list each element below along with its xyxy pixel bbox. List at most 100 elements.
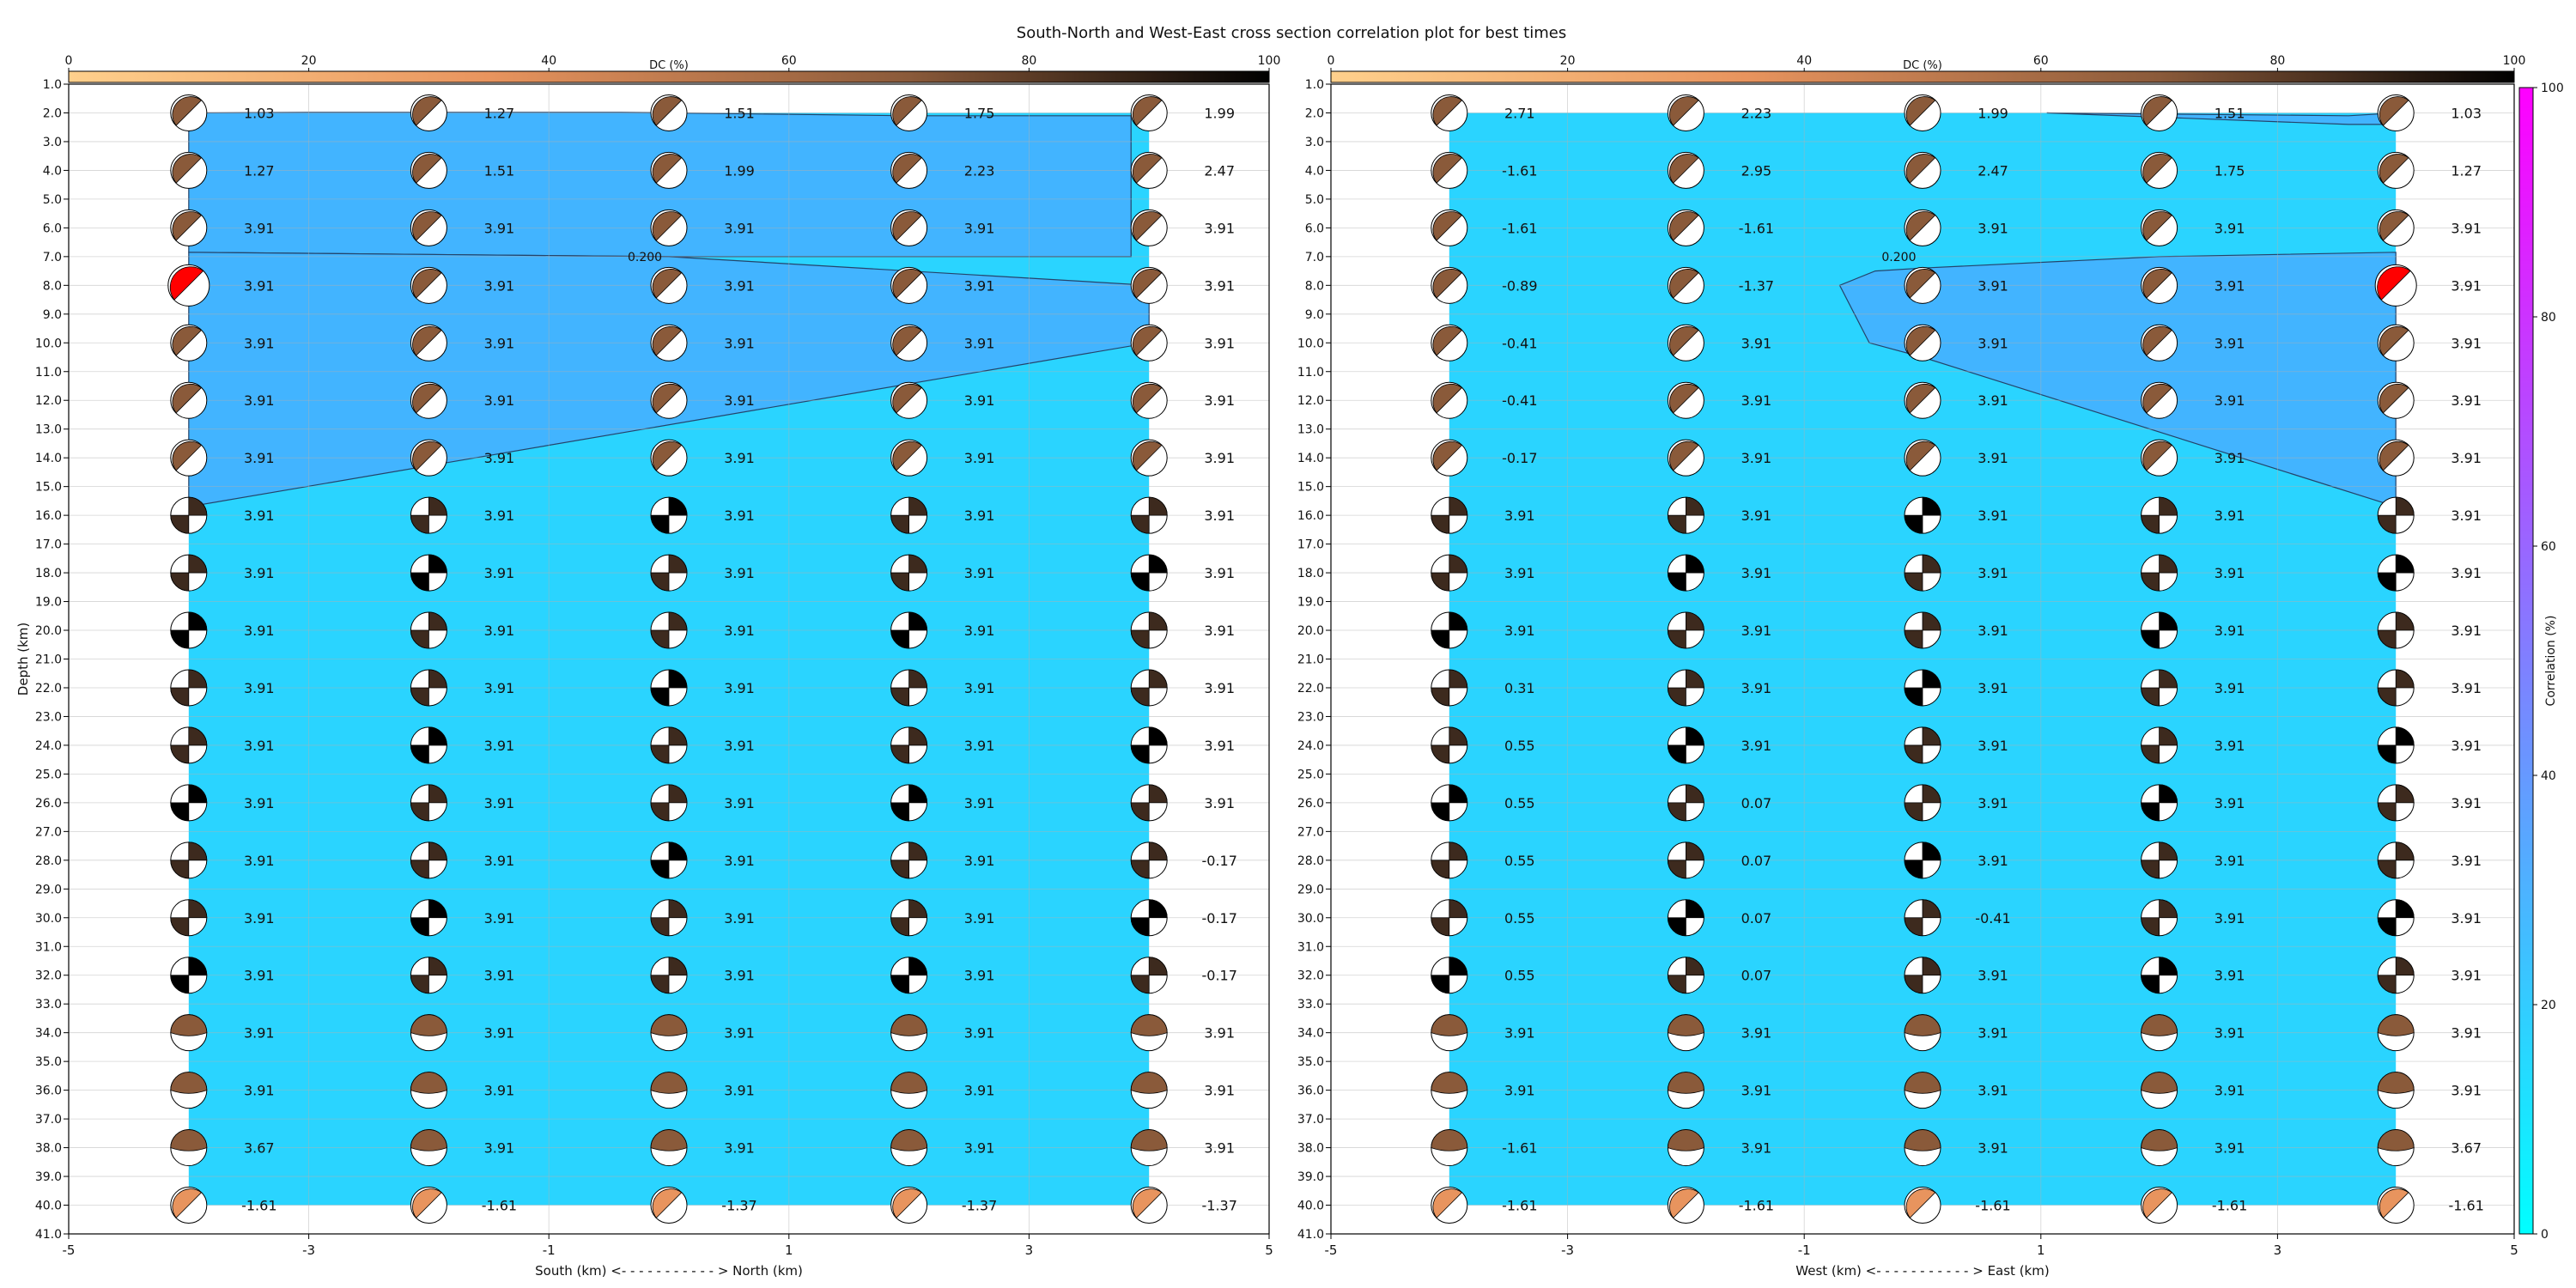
time-label: 3.91: [2215, 738, 2245, 754]
y-tick-label: 1.0: [43, 78, 62, 92]
beachball-fill: [1905, 440, 1936, 471]
beachball-fill: [1904, 784, 1941, 822]
beachball: [1904, 381, 1941, 419]
x-axis-label: West (km) <- - - - - - - - - - - > East …: [1795, 1263, 2049, 1279]
time-label: -1.61: [241, 1198, 276, 1214]
beachball: [170, 209, 208, 246]
time-label: -1.61: [1502, 1198, 1537, 1214]
beachball-fill: [890, 899, 928, 937]
beachball: [2141, 1014, 2178, 1052]
beachball-fill: [1667, 1014, 1704, 1036]
time-label: 3.91: [964, 507, 995, 524]
dc-colorbar: [68, 70, 1270, 83]
beachball-fill: [410, 899, 447, 937]
y-tick-label: 40.0: [1297, 1200, 1324, 1213]
beachball-fill: [2379, 383, 2409, 414]
beachball: [1904, 324, 1941, 361]
beachball: [1130, 381, 1168, 419]
beachball: [650, 841, 688, 879]
time-label: 3.91: [964, 565, 995, 581]
time-label: 3.91: [484, 853, 515, 869]
beachball: [1130, 1129, 1168, 1167]
time-label: -1.61: [1739, 220, 1774, 236]
correlation-colorbar: 0 20 40 60 80 100 Correlation (%): [2518, 82, 2564, 1242]
time-label: 3.91: [1504, 1083, 1535, 1099]
beachball-fill: [652, 326, 683, 356]
beachball-fill: [2141, 1014, 2178, 1036]
time-label: 3.91: [964, 392, 995, 409]
y-tick-label: 20.0: [1297, 624, 1324, 638]
time-label: 3.91: [484, 1083, 515, 1099]
beachball-fill: [2377, 1072, 2415, 1094]
beachball: [1130, 439, 1168, 477]
time-label: -0.17: [1502, 450, 1537, 466]
dc-colorbar-label: DC (%): [649, 59, 689, 72]
beachball-fill: [170, 1072, 208, 1094]
y-tick-label: 20.0: [35, 624, 62, 638]
beachball: [1431, 209, 1468, 246]
time-label: 0.07: [1741, 910, 1772, 927]
time-label: 3.91: [724, 277, 755, 294]
time-label: 3.91: [2451, 738, 2482, 754]
time-label: 3.91: [2451, 392, 2482, 409]
time-label: 3.91: [724, 1140, 755, 1157]
beachball-fill: [1132, 154, 1163, 184]
beachball-fill: [412, 211, 442, 241]
beachball-fill: [410, 554, 447, 592]
beachball: [890, 957, 928, 994]
time-label: 3.91: [2451, 565, 2482, 581]
time-label: 3.91: [2215, 450, 2245, 466]
y-tick-label: 27.0: [35, 825, 62, 839]
beachball-fill: [1669, 326, 1699, 356]
beachball: [1431, 554, 1468, 592]
time-label: 0.55: [1504, 738, 1535, 754]
beachball-fill: [1667, 899, 1704, 937]
beachball-fill: [1667, 841, 1704, 879]
beachball: [650, 726, 688, 764]
beachball-fill: [1130, 841, 1168, 879]
time-label: 3.91: [2451, 335, 2482, 351]
beachball-fill: [2377, 669, 2415, 707]
y-tick-label: 10.0: [35, 337, 62, 350]
beachball: [1130, 324, 1168, 361]
beachball-fill: [1667, 554, 1704, 592]
time-label: 3.91: [724, 450, 755, 466]
y-tick-label: 40.0: [35, 1200, 62, 1213]
beachball-fill: [2141, 496, 2178, 534]
time-label: 3.91: [724, 680, 755, 696]
time-label: 3.91: [724, 392, 755, 409]
beachball: [2377, 324, 2415, 361]
y-tick-label: 24.0: [35, 739, 62, 753]
beachball-fill: [172, 440, 203, 471]
beachball: [650, 554, 688, 592]
time-label: 3.91: [244, 1083, 275, 1099]
beachball-fill: [1905, 154, 1936, 184]
correlation-colorbar-bar: [2518, 87, 2534, 1235]
x-tick-label: 5: [2510, 1242, 2518, 1258]
beachball: [2374, 264, 2417, 307]
time-label: 3.91: [964, 1140, 995, 1157]
beachball: [2377, 957, 2415, 994]
time-label: 0.31: [1504, 680, 1535, 696]
time-label: 2.47: [1204, 162, 1235, 179]
time-label: 3.91: [2451, 450, 2482, 466]
time-label: -0.17: [1201, 853, 1236, 869]
beachball: [2377, 726, 2415, 764]
beachball: [1431, 324, 1468, 361]
time-label: 3.91: [484, 1025, 515, 1042]
dc-tick-label: 100: [1258, 54, 1281, 68]
beachball-fill: [2142, 154, 2172, 184]
time-label: 3.91: [1204, 392, 1235, 409]
y-tick-label: 4.0: [1305, 164, 1324, 178]
beachball: [1130, 841, 1168, 879]
time-label: 1.75: [964, 105, 995, 121]
beachball-fill: [1667, 669, 1704, 707]
beachball-fill: [652, 269, 683, 299]
beachball: [2141, 669, 2178, 707]
time-label: 2.95: [1741, 162, 1772, 179]
beachball-fill: [2379, 211, 2409, 241]
beachball-fill: [1431, 899, 1468, 937]
beachball: [410, 841, 447, 879]
beachball: [1667, 1129, 1704, 1167]
